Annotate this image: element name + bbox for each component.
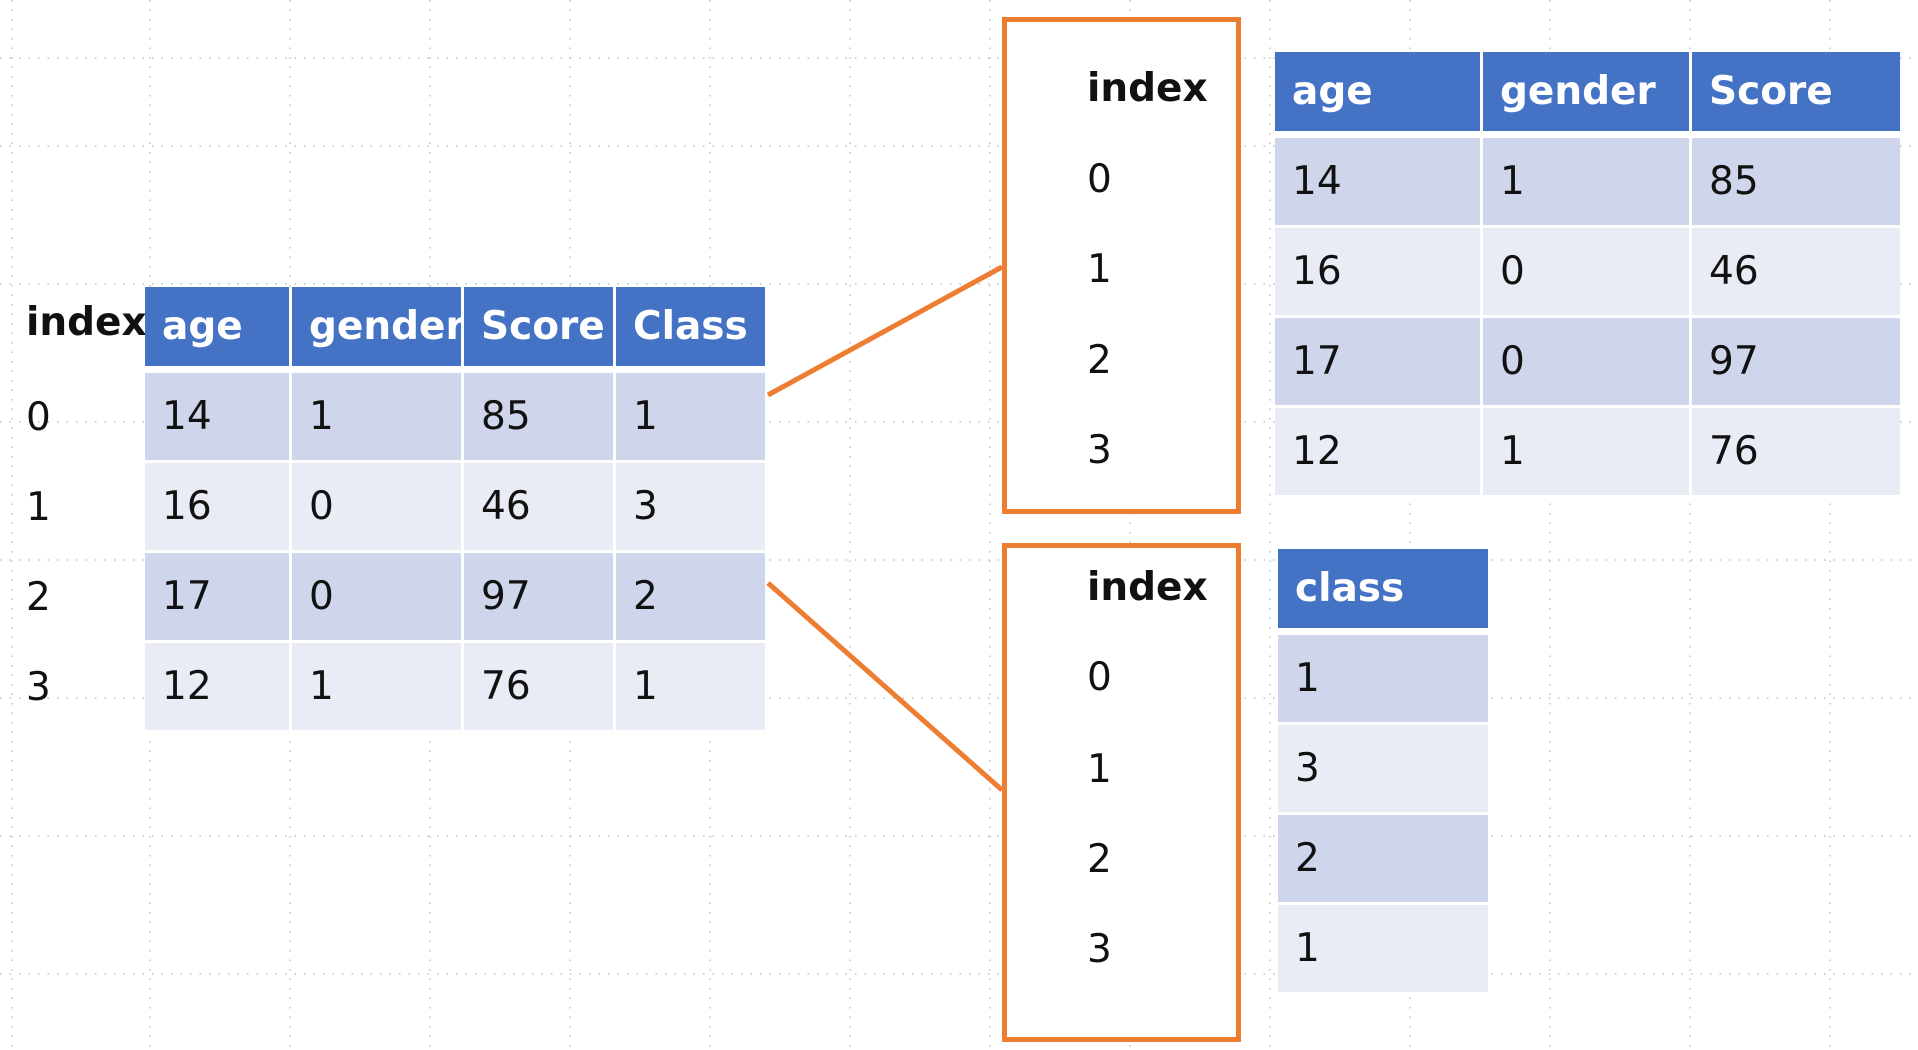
table-cell: 1 — [292, 373, 464, 463]
table-cell: 12 — [145, 643, 292, 733]
table-cell: 97 — [1692, 318, 1900, 408]
table-cell: 1 — [292, 643, 464, 733]
table-cell: 1 — [1278, 905, 1488, 995]
column-header-gender: gender — [1483, 52, 1692, 138]
table-row: 12 1 76 1 — [145, 643, 765, 733]
table-row: 17 0 97 2 — [145, 553, 765, 643]
table-cell: 1 — [1278, 635, 1488, 725]
table-cell: 1 — [1483, 408, 1692, 498]
table-cell: 16 — [145, 463, 292, 553]
column-header-age: age — [1275, 52, 1483, 138]
features-index-box: index 0 1 2 3 — [1002, 17, 1241, 514]
table-row: 14 1 85 1 — [145, 373, 765, 463]
column-header-class: Class — [616, 287, 765, 373]
table-row: 12 1 76 — [1275, 408, 1900, 498]
column-header-age: age — [145, 287, 292, 373]
features-index-value: 1 — [1087, 247, 1112, 292]
table-row: 1 — [1278, 635, 1488, 725]
table-cell: 1 — [616, 373, 765, 463]
target-index-value: 3 — [1087, 927, 1112, 972]
source-index-column: index 0 1 2 3 — [26, 283, 147, 733]
target-index-header: index — [1087, 565, 1208, 610]
table-row: 3 — [1278, 725, 1488, 815]
table-cell: 12 — [1275, 408, 1483, 498]
features-dataframe-table: age gender Score 14 1 85 16 0 46 17 0 97 — [1275, 52, 1900, 498]
table-header-row: age gender Score — [1275, 52, 1900, 138]
table-cell: 46 — [1692, 228, 1900, 318]
source-index-value: 2 — [26, 575, 51, 620]
table-cell: 76 — [464, 643, 616, 733]
table-cell: 3 — [1278, 725, 1488, 815]
source-index-value: 1 — [26, 485, 51, 530]
table-row: 16 0 46 — [1275, 228, 1900, 318]
table-cell: 17 — [145, 553, 292, 643]
target-index-value: 0 — [1087, 655, 1112, 700]
column-header-class: class — [1278, 549, 1488, 635]
table-row: 1 — [1278, 905, 1488, 995]
target-dataframe-table: class 1 3 2 1 — [1278, 549, 1488, 995]
table-header-row: age gender Score Class — [145, 287, 765, 373]
table-cell: 1 — [616, 643, 765, 733]
features-index-header: index — [1087, 66, 1208, 111]
table-cell: 14 — [145, 373, 292, 463]
column-header-score: Score — [464, 287, 616, 373]
table-cell: 76 — [1692, 408, 1900, 498]
table-row: 17 0 97 — [1275, 318, 1900, 408]
table-cell: 1 — [1483, 138, 1692, 228]
table-row: 14 1 85 — [1275, 138, 1900, 228]
column-header-gender: gender — [292, 287, 464, 373]
table-cell: 85 — [464, 373, 616, 463]
table-cell: 97 — [464, 553, 616, 643]
target-index-value: 2 — [1087, 837, 1112, 882]
target-index-value: 1 — [1087, 747, 1112, 792]
table-row: 16 0 46 3 — [145, 463, 765, 553]
table-cell: 0 — [1483, 228, 1692, 318]
table-cell: 0 — [292, 463, 464, 553]
column-header-score: Score — [1692, 52, 1900, 138]
features-index-value: 3 — [1087, 428, 1112, 473]
table-header-row: class — [1278, 549, 1488, 635]
features-index-value: 0 — [1087, 157, 1112, 202]
table-cell: 3 — [616, 463, 765, 553]
source-index-value: 0 — [26, 395, 51, 440]
table-cell: 16 — [1275, 228, 1483, 318]
table-cell: 14 — [1275, 138, 1483, 228]
features-index-value: 2 — [1087, 338, 1112, 383]
table-cell: 46 — [464, 463, 616, 553]
source-index-value: 3 — [26, 665, 51, 710]
table-cell: 85 — [1692, 138, 1900, 228]
table-cell: 2 — [1278, 815, 1488, 905]
target-index-box: index 0 1 2 3 — [1002, 543, 1241, 1042]
source-dataframe-table: age gender Score Class 14 1 85 1 16 0 46… — [145, 287, 765, 733]
table-cell: 0 — [1483, 318, 1692, 408]
table-cell: 2 — [616, 553, 765, 643]
source-index-header: index — [26, 300, 147, 345]
table-cell: 17 — [1275, 318, 1483, 408]
table-row: 2 — [1278, 815, 1488, 905]
table-cell: 0 — [292, 553, 464, 643]
